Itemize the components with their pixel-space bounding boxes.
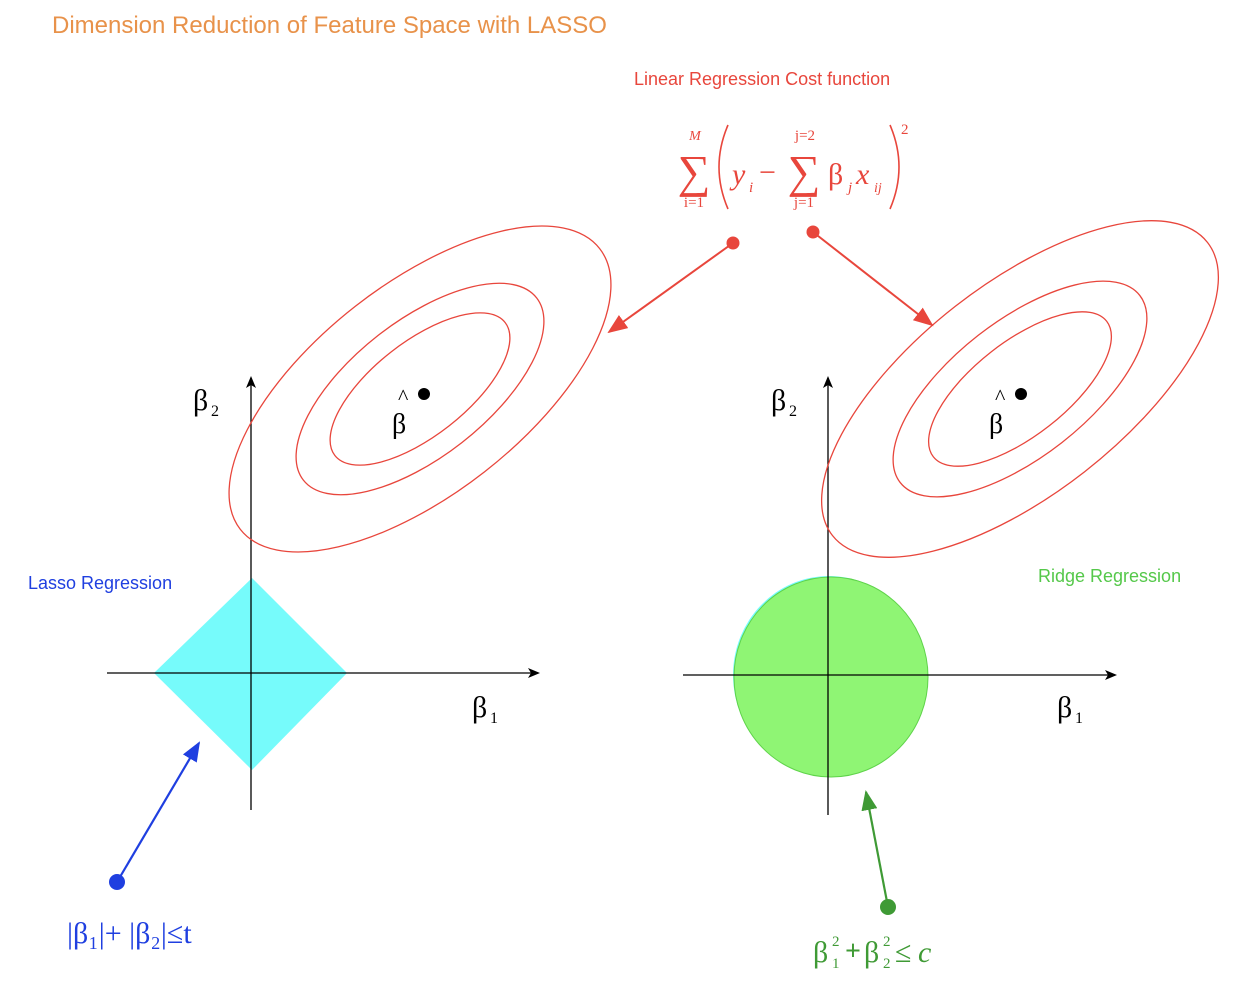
x-term: x	[855, 158, 870, 191]
x-subscript: ij	[874, 181, 882, 196]
ridge-axis-x-subscript: 1	[1075, 710, 1083, 727]
ridge-constraint-sup1: 2	[832, 934, 840, 950]
ridge-beta-hat-hat: ^	[995, 384, 1006, 409]
lasso-contour-outer	[228, 225, 612, 553]
ridge-regression-caption: Ridge Regression	[1038, 566, 1182, 586]
lasso-panel: ^ β β 2 β 1 |β₁|+ |β₂|≤t	[67, 225, 612, 950]
ridge-axis-y-label: β	[771, 384, 786, 417]
ridge-constraint-leq: ≤	[895, 936, 911, 969]
ridge-contour-outer	[820, 220, 1220, 558]
ridge-constraint-plus: +	[845, 936, 861, 967]
lasso-beta-hat-hat: ^	[398, 384, 409, 409]
sum-upper-limit-inner: j=2	[794, 128, 815, 144]
ridge-beta-hat-point	[1015, 388, 1027, 400]
ridge-beta-hat-label: β	[989, 409, 1003, 440]
cost-function-caption: Linear Regression Cost function	[634, 69, 891, 89]
beta-subscript: j	[846, 180, 852, 196]
ridge-contour-inner	[927, 311, 1113, 467]
page-title: Dimension Reduction of Feature Space wit…	[52, 12, 607, 39]
lasso-beta-hat-label: β	[392, 409, 406, 440]
sum-symbol-inner: ∑	[788, 146, 821, 197]
lasso-contours	[228, 225, 612, 553]
lasso-contour-inner	[329, 312, 511, 466]
lasso-pointer-arrow	[116, 741, 201, 883]
sum-symbol-outer: ∑	[678, 146, 711, 197]
ridge-constraint-sup2: 2	[883, 934, 891, 950]
ridge-contour-mid	[892, 280, 1148, 498]
minus-sign: −	[759, 156, 776, 189]
lasso-axis-y-label: β	[193, 384, 208, 417]
cost-arrow-right	[812, 231, 934, 327]
ridge-constraint-sub2: 2	[883, 956, 891, 972]
right-parenthesis	[889, 124, 900, 210]
sum-upper-limit-outer: M	[688, 129, 702, 144]
ridge-contours	[820, 220, 1220, 558]
ridge-constraint-sub1: 1	[832, 956, 840, 972]
lasso-beta-hat-point	[418, 388, 430, 400]
cost-function-formula: M ∑ i=1 y i − j=2 ∑ j=1 β j x ij 2	[678, 122, 909, 211]
y-term: y	[729, 158, 746, 191]
ridge-pointer-arrow	[861, 790, 890, 908]
left-parenthesis	[718, 124, 729, 210]
ridge-axis-x-label: β	[1057, 691, 1072, 724]
lasso-regression-caption: Lasso Regression	[28, 573, 173, 593]
lasso-axis-x-subscript: 1	[490, 710, 498, 727]
lasso-axis-x-label: β	[472, 691, 487, 724]
sum-lower-limit-outer: i=1	[684, 195, 704, 211]
sum-lower-limit-inner: j=1	[793, 195, 814, 211]
ridge-circle-constraint	[733, 576, 929, 778]
ridge-panel: ^ β β 2 β 1 β 2 1 + β 2 2 ≤ c	[683, 220, 1220, 972]
cost-arrow-left	[607, 242, 734, 334]
ridge-axis-y-subscript: 2	[789, 403, 797, 420]
ridge-constraint-beta2: β	[864, 936, 879, 969]
lasso-contour-mid	[295, 282, 545, 496]
lasso-constraint-formula: |β₁|+ |β₂|≤t	[67, 917, 192, 950]
ridge-constraint-c: c	[918, 936, 931, 969]
beta-term: β	[828, 158, 843, 191]
ridge-constraint-formula: β 2 1 + β 2 2 ≤ c	[813, 934, 931, 972]
y-subscript: i	[749, 180, 753, 196]
lasso-axis-y-subscript: 2	[211, 403, 219, 420]
exponent: 2	[901, 122, 909, 138]
ridge-constraint-beta1: β	[813, 936, 828, 969]
